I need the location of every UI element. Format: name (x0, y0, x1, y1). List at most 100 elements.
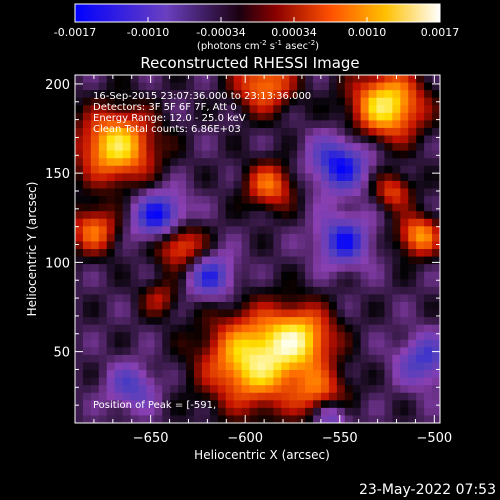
heatmap-cell (130, 249, 139, 257)
heatmap-cell (186, 90, 195, 99)
heatmap-cell (114, 264, 123, 273)
heatmap-cell (352, 362, 362, 371)
heatmap-cell (400, 332, 409, 341)
heatmap-cell (90, 218, 100, 227)
heatmap-cell (82, 279, 92, 288)
heatmap-cell (328, 180, 338, 189)
heatmap-cell (249, 332, 258, 341)
heatmap-cell (257, 279, 266, 288)
colorbar-tick-label: -0.00034 (196, 26, 245, 39)
heatmap-cell (432, 286, 441, 295)
heatmap-cell (90, 392, 100, 401)
heatmap-cell (217, 158, 227, 167)
heatmap-cell (130, 301, 139, 310)
heatmap-cell (297, 120, 306, 129)
heatmap-cell (233, 158, 243, 167)
heatmap-cell (233, 196, 243, 205)
heatmap-cell (328, 317, 338, 326)
heatmap-cell (162, 400, 171, 409)
heatmap-cell (368, 203, 377, 212)
heatmap-cell (75, 339, 84, 348)
heatmap-cell (146, 392, 155, 401)
heatmap-cell (162, 324, 171, 333)
heatmap-cell (154, 362, 163, 371)
heatmap-cell (400, 415, 409, 424)
heatmap-cell (241, 286, 250, 295)
heatmap-cell (194, 211, 203, 220)
heatmap-cell (273, 415, 282, 424)
heatmap-cell (320, 362, 330, 371)
heatmap-cell (257, 392, 266, 401)
heatmap-cell (384, 105, 393, 114)
heatmap-cell (98, 354, 108, 363)
heatmap-cell (178, 97, 187, 106)
heatmap-cell (233, 150, 243, 159)
heatmap-cell (154, 377, 163, 386)
heatmap-cell (209, 226, 219, 235)
heatmap-cell (201, 400, 211, 409)
heatmap-cell (178, 309, 187, 318)
heatmap-cell (320, 165, 330, 174)
heatmap-cell (400, 105, 409, 114)
heatmap-cell (313, 203, 322, 212)
heatmap-cell (130, 180, 139, 189)
heatmap-cell (82, 362, 92, 371)
heatmap-cell (257, 233, 266, 242)
heatmap-cell (201, 120, 211, 129)
heatmap-cell (265, 158, 274, 167)
heatmap-cell (384, 415, 393, 424)
heatmap-cell (376, 75, 385, 83)
heatmap-cell (186, 158, 195, 167)
heatmap-cell (265, 226, 274, 235)
heatmap-cell (368, 264, 377, 273)
heatmap-cell (432, 377, 441, 386)
heatmap-cell (162, 127, 171, 136)
heatmap-cell (360, 150, 369, 159)
heatmap-cell (75, 415, 84, 424)
heatmap-cell (305, 226, 314, 235)
heatmap-cell (249, 203, 258, 212)
heatmap-cell (424, 249, 433, 257)
heatmap-cell (138, 354, 147, 363)
heatmap-cell (424, 392, 433, 401)
heatmap-cell (336, 392, 346, 401)
heatmap-cell (209, 256, 219, 265)
heatmap-cell (98, 150, 108, 159)
heatmap-cell (170, 196, 179, 205)
heatmap-cell (178, 286, 187, 295)
heatmap-cell (320, 112, 330, 121)
heatmap-cell (297, 362, 306, 371)
heatmap-cell (146, 271, 155, 280)
heatmap-cell (368, 347, 377, 356)
heatmap-cell (416, 75, 425, 83)
heatmap-cell (138, 400, 147, 409)
heatmap-cell (297, 354, 306, 363)
heatmap-cell (225, 158, 235, 167)
heatmap-cell (114, 324, 123, 333)
heatmap-cell (146, 127, 155, 136)
heatmap-cell (162, 135, 171, 144)
heatmap-cell (384, 196, 393, 205)
heatmap-cell (98, 120, 108, 129)
heatmap-cell (297, 279, 306, 288)
heatmap-cell (281, 82, 290, 91)
heatmap-cell (416, 347, 425, 356)
heatmap-cell (114, 112, 123, 121)
heatmap-cell (82, 385, 92, 394)
heatmap-cell (130, 173, 139, 182)
heatmap-cell (82, 370, 92, 379)
heatmap-cell (424, 112, 433, 121)
heatmap-cell (82, 271, 92, 280)
heatmap-cell (281, 309, 290, 318)
heatmap-cell (408, 324, 417, 333)
heatmap-cell (170, 354, 179, 363)
heatmap-cell (336, 105, 346, 114)
heatmap-cell (376, 127, 385, 136)
heatmap-cell (249, 97, 258, 106)
heatmap-cell (114, 90, 123, 99)
heatmap-cell (392, 150, 401, 159)
heatmap-cell (336, 90, 346, 99)
heatmap-cell (273, 180, 282, 189)
heatmap-cell (249, 294, 258, 303)
heatmap-cell (320, 211, 330, 220)
